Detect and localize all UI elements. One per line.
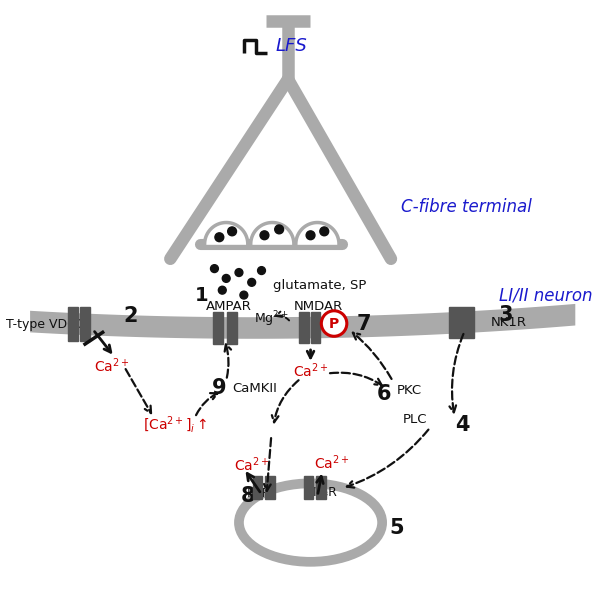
Text: 2: 2 [123, 306, 138, 326]
Text: 5: 5 [389, 518, 403, 539]
Text: Ca$^{2+}$: Ca$^{2+}$ [314, 453, 350, 472]
Circle shape [306, 231, 315, 240]
Text: T-type VDCC: T-type VDCC [7, 317, 85, 331]
Text: LFS: LFS [276, 37, 307, 55]
Text: AMPAR: AMPAR [206, 300, 252, 313]
Text: 9: 9 [212, 378, 226, 398]
Bar [317, 476, 326, 499]
Bar [299, 312, 309, 343]
Text: Ca$^{2+}$: Ca$^{2+}$ [293, 361, 328, 380]
Text: 7: 7 [357, 313, 371, 334]
Text: 3: 3 [499, 304, 514, 325]
Circle shape [218, 286, 226, 294]
Bar [449, 307, 474, 338]
Circle shape [321, 311, 347, 336]
Circle shape [258, 267, 266, 274]
Circle shape [222, 274, 230, 282]
Text: Ca$^{2+}$: Ca$^{2+}$ [234, 455, 269, 474]
Text: 1: 1 [195, 286, 208, 304]
Circle shape [228, 227, 237, 236]
Text: 4: 4 [454, 415, 469, 434]
Text: 8: 8 [241, 486, 255, 506]
Bar [213, 312, 223, 344]
Bar [68, 307, 78, 341]
Bar [304, 476, 314, 499]
Circle shape [320, 227, 328, 236]
Circle shape [240, 291, 248, 299]
Text: glutamate, SP: glutamate, SP [273, 279, 367, 292]
Bar [80, 307, 90, 341]
Text: NK1R: NK1R [491, 316, 526, 329]
Bar [253, 476, 263, 499]
Text: Ca$^{2+}$: Ca$^{2+}$ [93, 356, 129, 375]
Circle shape [275, 225, 284, 234]
Text: P: P [329, 316, 339, 331]
Circle shape [260, 231, 269, 240]
Text: IP₃R: IP₃R [313, 486, 338, 499]
Text: CaMKII: CaMKII [232, 382, 277, 395]
Text: RyR: RyR [247, 486, 271, 500]
Bar [227, 312, 237, 344]
Text: C-fibre terminal: C-fibre terminal [401, 198, 531, 216]
Bar [266, 476, 276, 499]
Text: LI/II neuron: LI/II neuron [499, 286, 592, 304]
Text: NMDAR: NMDAR [294, 300, 343, 313]
Text: PLC: PLC [403, 413, 427, 426]
Text: PKC: PKC [397, 384, 422, 397]
Text: 6: 6 [377, 384, 392, 404]
Polygon shape [251, 223, 294, 244]
Circle shape [235, 268, 243, 277]
Circle shape [248, 279, 256, 286]
Bar [311, 312, 320, 343]
Polygon shape [205, 223, 248, 244]
Text: Mg$^{2+}$: Mg$^{2+}$ [254, 310, 288, 329]
Polygon shape [296, 223, 339, 244]
Circle shape [210, 265, 218, 273]
Circle shape [215, 233, 224, 241]
Polygon shape [30, 304, 575, 339]
Text: [Ca$^{2+}$]$_i\uparrow$: [Ca$^{2+}$]$_i\uparrow$ [143, 415, 207, 435]
